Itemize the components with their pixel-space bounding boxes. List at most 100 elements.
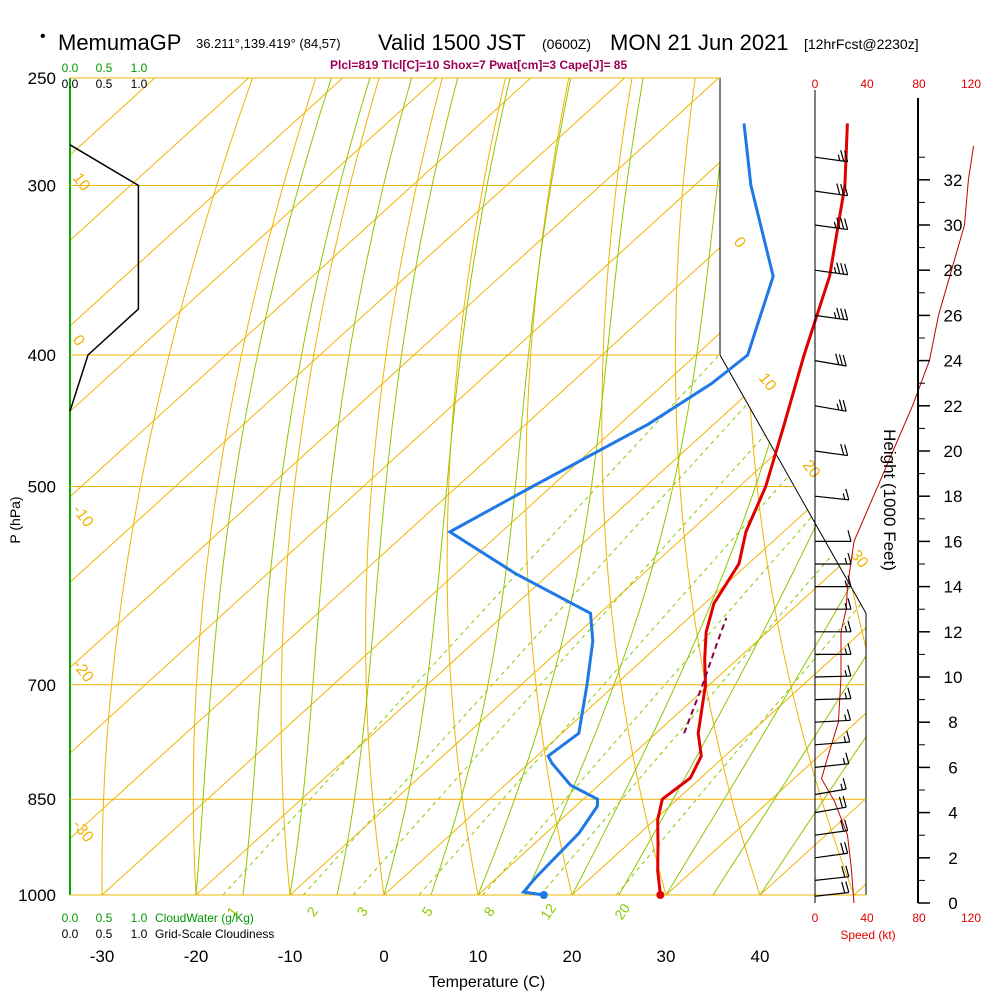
mixing-ratio-line [482, 354, 866, 895]
parcel-path-line [683, 617, 728, 734]
wind-barb-flag [845, 488, 850, 501]
pressure-tick-label: 400 [28, 346, 56, 365]
speed-tick-top: 120 [961, 77, 981, 91]
wind-barb-flag [841, 865, 846, 878]
isotherm-line [853, 78, 866, 895]
height-tick-label: 20 [944, 442, 963, 461]
speed-tick-bottom: 0 [812, 911, 819, 925]
moist-adiabat-line [524, 78, 732, 895]
cloud-water-tick-bottom: 0.0 [62, 911, 79, 925]
dry-adiabat-line [446, 78, 506, 895]
isotherm-label: -20 [69, 657, 97, 686]
isotherm-label: -30 [69, 817, 97, 846]
wind-barb-flag [840, 217, 845, 230]
cloud-water-tick-bottom: 1.0 [131, 911, 148, 925]
temperature-tick-label: -30 [90, 947, 115, 966]
wind-barb-half-flag [844, 603, 848, 610]
wind-barb [814, 796, 847, 814]
height-axis-title: Height (1000 Feet) [880, 429, 899, 571]
wind-barb-flag [835, 353, 840, 365]
surface-temperature-marker [656, 891, 665, 899]
wind-barb-flag [840, 150, 845, 162]
wind-barb-half-flag [842, 493, 846, 500]
wind-barb-flag [842, 796, 847, 808]
wind-barb-half-flag [844, 670, 848, 677]
cloud-cover-tick-top: 0.0 [62, 77, 79, 91]
height-tick-label: 16 [944, 532, 963, 551]
wind-barb-flag [846, 730, 851, 743]
dry-adiabat-line [280, 78, 380, 895]
cloud-cover-line [69, 144, 140, 412]
moist-adiabat-line [665, 78, 866, 895]
wind-barb-flag [840, 443, 845, 456]
wind-barb-flag [836, 262, 841, 274]
isotherm-line [477, 78, 866, 895]
wind-barb-flag [842, 777, 847, 790]
temperature-tick-label: -20 [184, 947, 209, 966]
isotherm-label: 0 [730, 234, 749, 252]
wind-barb-flag [844, 842, 849, 854]
height-tick-label: 30 [944, 216, 963, 235]
wind-barb-flag [840, 820, 845, 832]
wind-barb-half-flag [833, 266, 837, 274]
height-tick-label: 18 [944, 487, 963, 506]
height-tick-label: 14 [944, 578, 963, 597]
wind-barb-flag [847, 552, 852, 565]
wind-barb-half-flag [844, 692, 848, 699]
wind-barb-flag [840, 842, 845, 854]
wind-barb [814, 842, 849, 859]
wind-barb-flag [836, 307, 841, 320]
mixing-ratio-label: 20 [611, 900, 633, 922]
wind-barb [815, 598, 852, 610]
wind-barb [815, 643, 852, 656]
wind-barb-flag [836, 217, 841, 229]
isotherm-line [70, 78, 344, 895]
wind-barb [814, 443, 849, 457]
wind-barb-flag [836, 183, 841, 195]
wind-barb-flag [842, 400, 847, 412]
cloud-cover-tick-bottom: 0.5 [96, 927, 113, 941]
moist-adiabat-line [195, 78, 332, 895]
height-tick-label: 26 [944, 306, 963, 325]
wind-barb-half-flag [844, 557, 848, 565]
wind-barb-flag [847, 598, 852, 610]
mixing-ratio-label: 12 [537, 900, 559, 922]
pressure-tick-label: 300 [28, 176, 56, 195]
wind-barb-shaft [814, 269, 848, 276]
isotherm-label: 0 [69, 332, 88, 350]
wind-barb [814, 881, 850, 897]
wind-barb-flag [847, 643, 852, 655]
height-tick-label: 4 [948, 804, 957, 823]
wind-barb-flag [844, 444, 849, 456]
moist-adiabat-line [712, 78, 866, 895]
speed-tick-top: 80 [912, 77, 926, 91]
temperature-tick-label: 40 [751, 947, 770, 966]
surface-dewpoint-marker [539, 891, 548, 899]
moist-adiabat-line [289, 78, 413, 895]
wind-barb-shaft [814, 405, 847, 412]
wind-barb-shaft [814, 891, 849, 897]
wind-barb-flag [847, 530, 852, 542]
isotherm-line [665, 78, 866, 895]
dry-adiabat-line [192, 78, 317, 895]
wind-barb-half-flag [844, 580, 848, 587]
wind-barb-half-flag [836, 403, 840, 411]
wind-barb-shaft [814, 876, 849, 881]
moist-adiabat-line [383, 78, 511, 895]
cloud-cover-tick-bottom: 1.0 [131, 927, 148, 941]
temperature-tick-label: 0 [379, 947, 388, 966]
speed-tick-top: 40 [860, 77, 874, 91]
moist-adiabat-line [242, 78, 371, 895]
wind-barb [814, 709, 852, 723]
wind-barb-half-flag [842, 758, 846, 765]
wind-barb [814, 399, 847, 412]
wind-barb-shaft [814, 852, 848, 859]
temperature-line [656, 123, 849, 896]
moist-adiabat-line [430, 78, 572, 895]
isotherm-label: 10 [69, 170, 93, 195]
moist-adiabat-line [477, 78, 644, 895]
wind-barb-flag [845, 881, 850, 893]
temperature-tick-label: 10 [469, 947, 488, 966]
cloud-water-tick-top: 0.5 [96, 61, 113, 75]
